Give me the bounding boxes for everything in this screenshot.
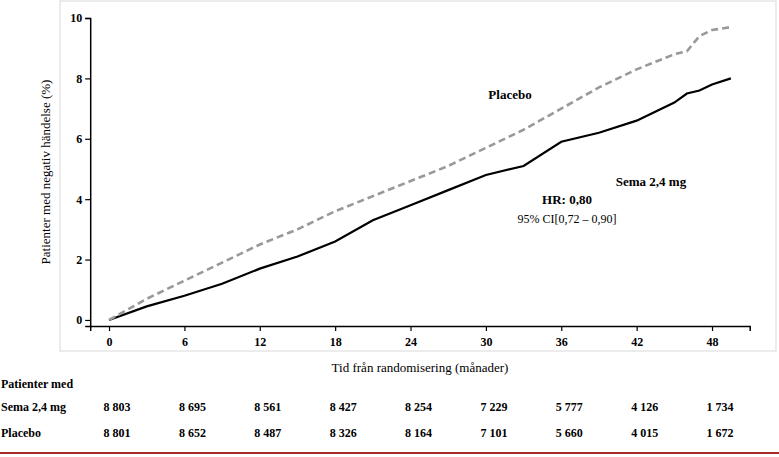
x-tick-mark xyxy=(410,326,411,331)
risk-row-label: Placebo xyxy=(1,426,41,440)
y-tick-mark xyxy=(85,320,90,321)
risk-count: 4 126 xyxy=(631,400,658,414)
series-line xyxy=(109,27,731,320)
frame xyxy=(60,1,776,351)
risk-count: 4 015 xyxy=(631,426,658,440)
y-tick-mark xyxy=(85,139,90,140)
x-axis-title: Tid från randomisering (månader) xyxy=(332,360,509,375)
y-tick-mark xyxy=(85,78,90,79)
x-tick: 12 xyxy=(254,326,266,349)
y-axis-title: Patienter med negativ händelse (%) xyxy=(38,80,53,265)
risk-count: 7 101 xyxy=(480,426,507,440)
y-tick-label: 4 xyxy=(76,193,82,207)
x-tick-mark xyxy=(486,326,487,331)
x-tick: 30 xyxy=(480,326,492,349)
risk-count: 8 695 xyxy=(179,400,206,414)
risk-count: 8 254 xyxy=(405,400,432,414)
risk-count: 5 660 xyxy=(556,426,583,440)
x-tick-mark xyxy=(712,326,713,331)
risk-count: 8 326 xyxy=(330,426,357,440)
risk-count: 1 734 xyxy=(707,400,734,414)
x-tick-mark xyxy=(109,326,110,331)
y-tick-mark xyxy=(85,18,90,19)
risk-count: 8 164 xyxy=(405,426,432,440)
annotation: HR: 0,80 xyxy=(542,192,592,207)
y-axis-line xyxy=(85,19,91,327)
risk-row-label: Sema 2,4 mg xyxy=(1,400,66,414)
x-tick-label: 48 xyxy=(707,335,719,349)
series-line xyxy=(109,78,731,320)
y-tick-label: 8 xyxy=(76,72,82,86)
risk-table-title: Patienter med xyxy=(1,377,73,391)
annotation: 95% CI[0,72 – 0,90] xyxy=(518,212,617,226)
x-tick-mark xyxy=(184,326,185,331)
series-label: Sema 2,4 mg xyxy=(616,174,687,189)
y-tick-mark xyxy=(85,259,90,260)
risk-count: 8 652 xyxy=(179,426,206,440)
y-tick: 0 xyxy=(76,313,90,327)
risk-count: 7 229 xyxy=(480,400,507,414)
x-tick-mark xyxy=(335,326,336,331)
plot-area xyxy=(109,27,731,320)
x-tick: 24 xyxy=(405,326,417,349)
x-tick-label: 36 xyxy=(556,335,568,349)
series-label: Placebo xyxy=(488,87,531,102)
y-tick-mark xyxy=(85,199,90,200)
x-tick: 48 xyxy=(707,326,719,349)
y-tick-label: 0 xyxy=(76,313,82,327)
y-tick-label: 10 xyxy=(70,11,82,25)
risk-count: 8 801 xyxy=(104,426,131,440)
y-axis: 0 2 4 6 8 10 xyxy=(70,11,91,327)
risk-count: 5 777 xyxy=(556,400,583,414)
risk-count: 8 803 xyxy=(104,400,131,414)
x-tick: 6 xyxy=(182,326,188,349)
chart: 06121824303642480246810Tid från randomis… xyxy=(0,0,779,457)
y-tick-label: 2 xyxy=(76,253,82,267)
x-tick-label: 18 xyxy=(330,335,342,349)
risk-count: 8 487 xyxy=(254,426,281,440)
y-tick: 8 xyxy=(76,72,90,86)
x-tick-label: 24 xyxy=(405,335,417,349)
x-tick-label: 12 xyxy=(254,335,266,349)
x-axis-line xyxy=(91,327,751,332)
x-tick-mark xyxy=(561,326,562,331)
y-tick-label: 6 xyxy=(76,132,82,146)
y-tick: 6 xyxy=(76,132,90,146)
y-tick: 2 xyxy=(76,253,90,267)
x-tick-label: 42 xyxy=(631,335,643,349)
x-tick-label: 0 xyxy=(107,335,113,349)
x-tick: 42 xyxy=(631,326,643,349)
x-tick-label: 30 xyxy=(480,335,492,349)
x-tick: 36 xyxy=(556,326,568,349)
x-tick-label: 6 xyxy=(182,335,188,349)
bottom-rule xyxy=(0,452,779,454)
y-tick: 10 xyxy=(70,11,90,25)
risk-count: 8 427 xyxy=(330,400,357,414)
x-tick-mark xyxy=(260,326,261,331)
risk-count: 1 672 xyxy=(707,426,734,440)
x-tick: 0 xyxy=(107,326,113,349)
x-axis: 0 6 12 18 24 30 36 42 48 xyxy=(91,326,751,349)
x-tick: 18 xyxy=(330,326,342,349)
y-tick: 4 xyxy=(76,193,90,207)
x-tick-mark xyxy=(637,326,638,331)
risk-count: 8 561 xyxy=(254,400,281,414)
